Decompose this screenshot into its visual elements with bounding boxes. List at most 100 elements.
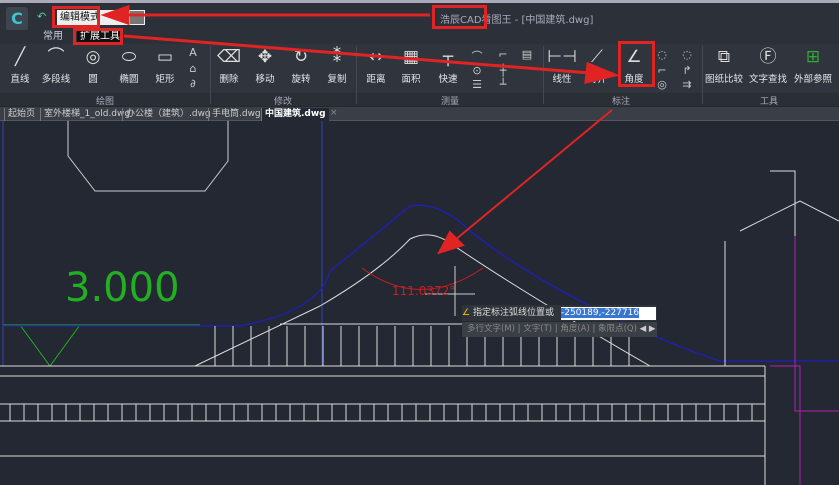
doc-tab[interactable]: 起始页 <box>4 108 38 121</box>
command-options: 多行文字(M) | 文字(T) | 角度(A) | 象限点(Q) ◀ ▶ <box>462 322 657 337</box>
polyline-tool[interactable]: ⌒ 多段线 <box>38 46 74 85</box>
tab-common[interactable]: 常用 <box>43 31 63 42</box>
window-title: 浩辰CAD看图王 - [中国建筑.dwg] <box>440 11 593 26</box>
diameter-dim-icon[interactable]: ◌ <box>682 48 692 61</box>
ordinate-dim-icon[interactable]: ⌐ <box>657 64 667 77</box>
doc-tab-active[interactable]: 中国建筑.dwg <box>261 108 329 121</box>
rotate-icon: ↻ <box>293 47 309 67</box>
distance-tool[interactable]: ↔ 距离 <box>358 46 394 85</box>
tool-label: 距离 <box>366 74 386 85</box>
coordinate-input[interactable]: -250189,-227716 <box>561 307 656 320</box>
aligned-dim-icon: ⟋ <box>591 47 603 67</box>
next-option-icon[interactable]: ▶ <box>646 324 656 334</box>
xref-icon: ⊞ <box>805 47 821 67</box>
polyline-icon: ⌒ <box>47 47 65 67</box>
prev-option-icon[interactable]: ◀ <box>639 324 647 334</box>
mode-dropdown-button[interactable] <box>130 11 144 24</box>
radius-dim-icon[interactable]: ◌ <box>657 48 667 61</box>
measure-scale-icon[interactable]: ┴ <box>499 78 507 91</box>
tool-label: 文字查找 <box>748 74 787 85</box>
drawing-canvas[interactable]: 3.000 111.0372° <box>0 121 839 485</box>
measure-list-icon[interactable]: ☰ <box>472 78 482 91</box>
line-icon: ╱ <box>14 47 26 67</box>
xref-tool[interactable]: ⊞ 外部参照 <box>791 46 835 85</box>
doc-tab[interactable]: 办公楼（建筑）.dwg <box>122 108 214 121</box>
compare-icon: ⧉ <box>717 47 731 67</box>
continue-dim-icon[interactable]: ⇉ <box>682 78 692 91</box>
tool-label: 圆 <box>88 74 98 85</box>
blue-frame <box>2 121 323 366</box>
linear-dim-icon: ⊢⊣ <box>547 47 577 67</box>
fence-ticks <box>9 326 753 421</box>
annotation-box-title <box>432 5 487 29</box>
magenta-lines <box>770 236 839 485</box>
move-tool[interactable]: ✥ 移动 <box>247 46 283 85</box>
tool-label: 图纸比较 <box>704 74 743 85</box>
copy-tool[interactable]: ⁑ 复制 <box>319 46 355 85</box>
text-icon[interactable]: A <box>189 46 197 59</box>
option-mtext[interactable]: 多行文字(M) <box>467 324 515 334</box>
tool-label: 快速 <box>438 74 458 85</box>
line-tool[interactable]: ╱ 直线 <box>2 46 38 85</box>
measure-angle-icon[interactable]: ⌐ <box>498 48 508 61</box>
tool-label: 角度 <box>624 74 644 85</box>
find-text-tool[interactable]: Ⓕ 文字查找 <box>746 46 790 85</box>
roof-line <box>194 234 651 367</box>
aligned-dim-tool[interactable]: ⟋ 对齐 <box>579 46 615 85</box>
prompt-text: 指定标注弧线位置或 <box>472 308 554 318</box>
tower <box>724 170 839 485</box>
annotation-box-mode <box>52 6 100 28</box>
measure-arc-icon[interactable]: ⌒ <box>471 50 483 63</box>
doc-tab[interactable]: 手电筒.dwg <box>208 108 264 121</box>
circle-icon: ◎ <box>85 47 101 67</box>
group-modify: 修改 <box>273 97 292 107</box>
tool-label: 外部参照 <box>793 74 832 85</box>
crosshair <box>425 266 475 316</box>
ellipse-tool[interactable]: ⬭ 椭圆 <box>111 46 147 85</box>
erase-tool[interactable]: ⌫ 删除 <box>211 46 247 85</box>
angle-dim-tool[interactable]: ∠ 角度 <box>616 46 652 85</box>
measure-coord-icon[interactable]: ┼ <box>499 64 507 77</box>
arc-dim-icon[interactable]: ◎ <box>657 78 667 91</box>
group-dimension: 标注 <box>611 97 630 107</box>
building-lines <box>0 365 765 457</box>
measure-radius-icon[interactable]: ⊙ <box>472 64 482 77</box>
app-logo[interactable]: C <box>6 7 28 31</box>
eraser-icon: ⌫ <box>216 47 242 67</box>
doc-tab[interactable]: 室外楼梯_1_old.dwg <box>40 108 133 121</box>
distance-icon: ↔ <box>368 47 384 67</box>
compare-drawings-tool[interactable]: ⧉ 图纸比较 <box>703 46 745 85</box>
linear-dim-tool[interactable]: ⊢⊣ 线性 <box>544 46 580 85</box>
divider <box>210 46 211 104</box>
angle-icon: ∠ <box>626 47 642 67</box>
undo-icon[interactable]: ↶ <box>37 10 47 23</box>
tab-extended-tools[interactable]: 扩展工具 <box>77 30 123 44</box>
tool-label: 移动 <box>255 74 275 85</box>
area-tool[interactable]: ▦ 面积 <box>393 46 429 85</box>
group-tools: 工具 <box>759 97 778 107</box>
tool-label: 线性 <box>552 74 572 85</box>
quick-measure-tool[interactable]: ┬ 快速 <box>430 46 466 85</box>
group-measure: 测量 <box>440 97 459 107</box>
tool-label: 旋转 <box>291 74 311 85</box>
rotate-tool[interactable]: ↻ 旋转 <box>283 46 319 85</box>
file-name: - [中国建筑.dwg] <box>511 15 594 26</box>
app-name: 浩辰CAD看图王 <box>440 15 512 26</box>
option-text[interactable]: 文字(T) <box>523 324 553 334</box>
option-angle[interactable]: 角度(A) <box>560 324 590 334</box>
area-icon: ▦ <box>402 47 420 67</box>
rectangle-tool[interactable]: ▭ 矩形 <box>147 46 183 85</box>
close-tab-icon[interactable]: × <box>330 108 338 118</box>
rectangle-icon: ▭ <box>156 47 174 67</box>
leader-icon[interactable]: ↱ <box>682 64 692 77</box>
sketch-icon[interactable]: ∂ <box>190 77 196 90</box>
measure-table-icon[interactable]: ▤ <box>521 48 533 61</box>
circle-tool[interactable]: ◎ 圆 <box>75 46 111 85</box>
quick-measure-icon: ┬ <box>442 47 454 67</box>
cloud-icon[interactable]: ⌂ <box>189 62 197 75</box>
coord-value: -250189,-227716 <box>561 308 640 318</box>
document-tabs <box>0 107 839 121</box>
group-draw: 绘图 <box>95 97 114 107</box>
tool-label: 删除 <box>219 74 239 85</box>
option-quadrant[interactable]: 象限点(Q) <box>598 324 637 334</box>
